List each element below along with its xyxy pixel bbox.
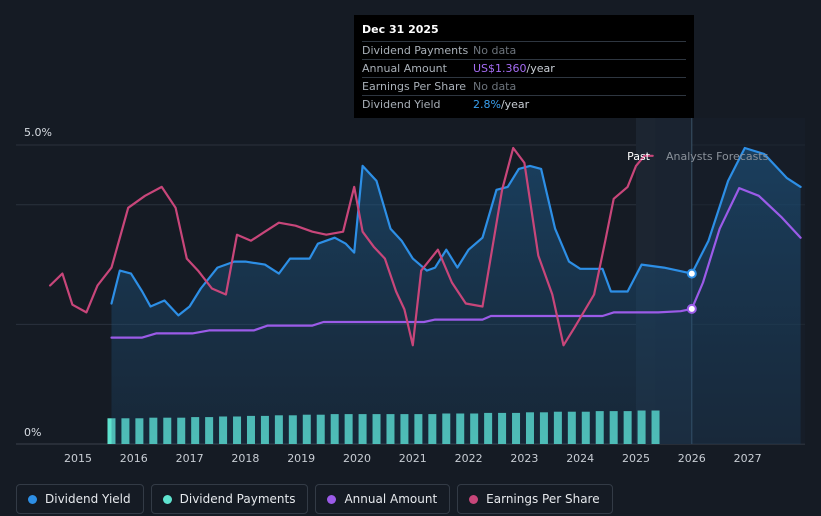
tooltip: Dec 31 2025 Dividend Payments No data An… (354, 15, 694, 118)
x-tick-label: 2024 (566, 452, 594, 465)
dividend-yield-value: 2.8% (473, 98, 501, 111)
dividend-yield-area (691, 148, 801, 444)
x-tick-label: 2023 (510, 452, 538, 465)
tooltip-key: Dividend Yield (362, 98, 441, 111)
x-tick-label: 2026 (678, 452, 706, 465)
annual-amount-line (110, 307, 693, 339)
tooltip-row-annual-amount: Annual Amount US$1.360/year (362, 60, 686, 78)
dividend-yield-unit: /year (500, 98, 530, 111)
tooltip-row-dividend-yield: Dividend Yield 2.8%/year (362, 96, 686, 113)
series-lines (49, 146, 802, 347)
x-tick-label: 2022 (455, 452, 483, 465)
tooltip-key: Annual Amount (362, 62, 447, 75)
legend-label: Dividend Yield (45, 492, 131, 506)
tooltip-row-earnings-per-share: Earnings Per Share No data (362, 78, 686, 96)
annual-amount-marker (686, 303, 697, 314)
dividend-yield-forecast-line (690, 146, 802, 275)
hover-markers (686, 268, 697, 314)
x-tick-label: 2019 (287, 452, 315, 465)
legend-dot-icon (162, 494, 172, 504)
dividend-payment-bar (107, 418, 116, 444)
forecast-zone-label: Analysts Forecasts (666, 150, 769, 163)
tooltip-key: Earnings Per Share (362, 80, 467, 93)
x-tick-label: 2020 (343, 452, 371, 465)
x-tick-label: 2025 (622, 452, 650, 465)
tooltip-date: Dec 31 2025 (362, 23, 686, 42)
legend-item-earnings-per-share[interactable]: Earnings Per Share (457, 484, 613, 514)
x-tick-label: 2015 (64, 452, 92, 465)
past-zone-label: Past (627, 150, 651, 163)
tooltip-value: No data (473, 44, 517, 57)
legend-dot-icon (469, 494, 479, 504)
annual-amount-unit: /year (526, 62, 555, 75)
x-axis-ticks: 2015 2016 2017 2018 2019 2020 2021 2022 2023 2024… (64, 452, 762, 465)
x-tick-label: 2021 (399, 452, 427, 465)
annual-amount-forecast-line (690, 187, 802, 310)
y-axis-top-label: 5.0% (24, 126, 52, 139)
legend-label: Annual Amount (344, 492, 438, 506)
tooltip-value: No data (473, 80, 517, 93)
legend-item-dividend-payments[interactable]: Dividend Payments (150, 484, 309, 514)
earnings-per-share-line (49, 146, 654, 347)
tooltip-value: 2.8%/year (473, 96, 529, 113)
legend-dot-icon (28, 494, 37, 504)
tooltip-key: Dividend Payments (362, 44, 469, 57)
legend-label: Dividend Payments (179, 492, 296, 506)
legend-item-annual-amount[interactable]: Annual Amount (315, 484, 451, 514)
x-tick-label: 2018 (231, 452, 259, 465)
legend: Dividend Yield Dividend Payments Annual … (16, 484, 613, 514)
x-tick-label: 2017 (176, 452, 204, 465)
dividend-yield-marker (686, 268, 697, 279)
legend-dot-icon (327, 494, 337, 504)
annual-amount-value: US$1.360 (473, 62, 527, 75)
y-axis-bottom-label: 0% (24, 426, 41, 439)
legend-item-dividend-yield[interactable]: Dividend Yield (16, 484, 144, 514)
tooltip-row-dividend-payments: Dividend Payments No data (362, 42, 686, 60)
legend-label: Earnings Per Share (486, 492, 600, 506)
x-tick-label: 2016 (120, 452, 148, 465)
x-tick-label: 2027 (734, 452, 762, 465)
tooltip-value: US$1.360/year (473, 60, 555, 77)
dividend-yield-line (110, 164, 693, 317)
